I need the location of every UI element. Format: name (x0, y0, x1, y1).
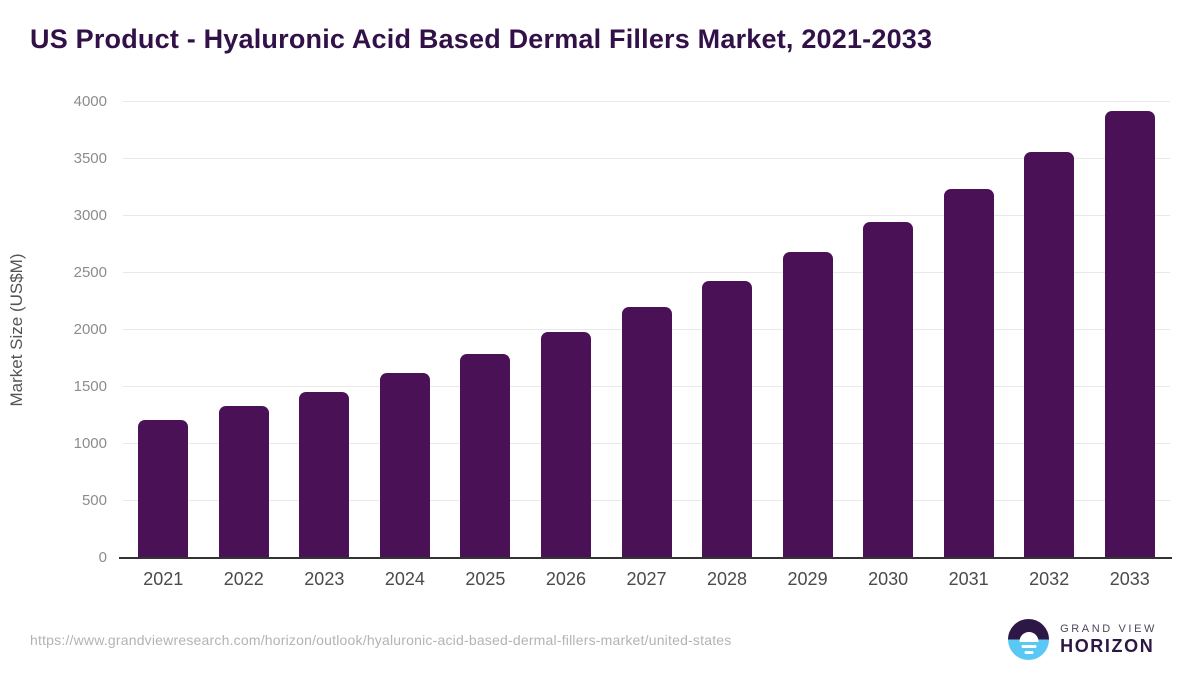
gridline-4000 (123, 101, 1170, 102)
gridline-3000 (123, 215, 1170, 216)
chart-title: US Product - Hyaluronic Acid Based Derma… (30, 24, 933, 54)
bar-2032 (1024, 152, 1075, 558)
bar-2021 (138, 419, 189, 558)
bar-2026 (540, 332, 591, 558)
bar-2031 (943, 188, 994, 558)
logo-brand-name: GRAND VIEW (1060, 623, 1157, 635)
y-tick-label: 2000 (73, 321, 107, 338)
x-tick-label-2025: 2025 (465, 569, 506, 589)
bar-2028 (702, 280, 753, 558)
bar-2030 (863, 221, 914, 558)
x-tick-label-2033: 2033 (1109, 569, 1150, 589)
x-axis-line (119, 557, 1172, 559)
y-tick-label: 1500 (73, 378, 107, 395)
x-tick-label-2026: 2026 (545, 569, 586, 589)
source-url: https://www.grandviewresearch.com/horizo… (30, 632, 732, 648)
y-tick-label: 4000 (73, 93, 107, 110)
y-tick-label: 500 (81, 492, 107, 509)
x-tick-label-2031: 2031 (948, 569, 989, 589)
bar-2023 (299, 391, 350, 558)
bar-2022 (218, 406, 269, 558)
x-tick-label-2022: 2022 (223, 569, 264, 589)
bar-2027 (621, 307, 672, 558)
x-tick-label-2023: 2023 (304, 569, 345, 589)
x-tick-label-2032: 2032 (1029, 569, 1070, 589)
gridline-2500 (123, 272, 1170, 273)
bar-2025 (460, 353, 511, 558)
y-tick-label: 1000 (73, 435, 107, 452)
bar-2024 (379, 373, 430, 558)
y-tick-label: 2500 (73, 264, 107, 281)
y-tick-label: 0 (98, 549, 107, 566)
grand-view-horizon-logo: GRAND VIEW HORIZON (1008, 619, 1157, 660)
x-tick-label-2024: 2024 (384, 569, 425, 589)
logo-product-name: HORIZON (1060, 636, 1155, 656)
x-tick-label-2029: 2029 (787, 569, 828, 589)
y-tick-label: 3000 (73, 207, 107, 224)
x-tick-label-2027: 2027 (626, 569, 667, 589)
horizon-sun-icon (1008, 619, 1050, 660)
y-tick-label: 3500 (73, 150, 107, 167)
x-tick-label-2028: 2028 (707, 569, 748, 589)
bar-2033 (1104, 110, 1155, 558)
x-tick-label-2030: 2030 (868, 569, 909, 589)
y-axis-label: Market Size (US$M) (7, 253, 26, 407)
x-tick-label-2021: 2021 (143, 569, 184, 589)
gridline-3500 (123, 158, 1170, 159)
bar-2029 (782, 252, 833, 558)
plot-area: 0 500 1000 1500 2000 2500 3000 3500 4000 2021 202… (74, 93, 1172, 589)
